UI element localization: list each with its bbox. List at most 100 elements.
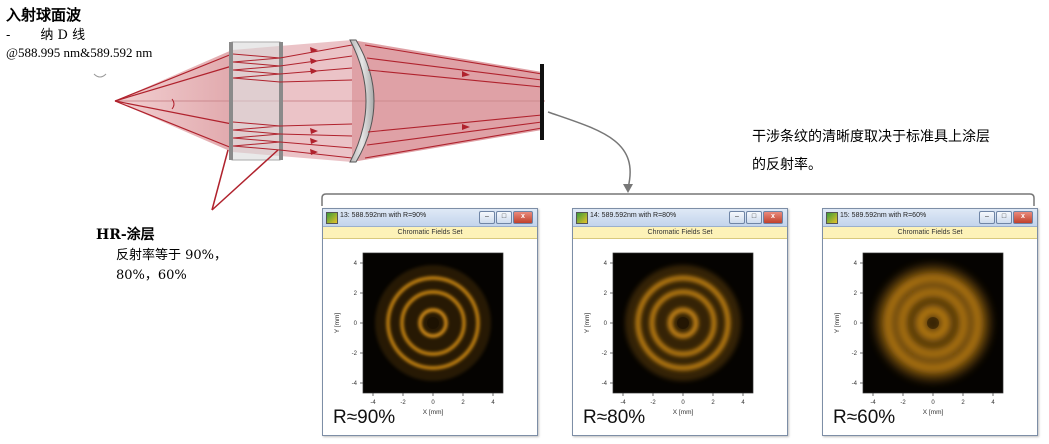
fringe-ring-1 — [668, 308, 698, 338]
fringe-plot: -4 -2 0 2 4 4 2 0 -2 -4 X [mm] Y [mm] — [584, 252, 754, 416]
fringe-rings — [386, 276, 480, 370]
fringe-plot-area: -4 -2 0 2 4 4 2 0 -2 -4 X [mm] Y [mm] — [323, 239, 537, 435]
fringe-rings — [636, 276, 730, 370]
detector-screen — [540, 64, 544, 140]
y-tick-label: -4 — [352, 381, 358, 387]
fringe-note-line-1: 干涉条纹的清晰度取决于标准具上涂层 — [752, 129, 990, 145]
y-tick-label: 0 — [604, 321, 608, 327]
y-tick-label: -4 — [852, 381, 858, 387]
fringe-note-line-2: 的反射率。 — [752, 157, 822, 173]
y-tick-label: 0 — [854, 321, 858, 327]
window-title-bar[interactable]: 15: 589.592nm with R=60% – □ x — [823, 209, 1037, 227]
minimize-button[interactable]: – — [479, 211, 495, 224]
etalon-right-plate — [279, 42, 283, 160]
fringe-ring-3 — [636, 276, 730, 370]
chromatic-fields-set-label: Chromatic Fields Set — [823, 227, 1037, 239]
y-tick-label: 4 — [604, 261, 608, 267]
chromatic-fields-set-label: Chromatic Fields Set — [573, 227, 787, 239]
connector-arrow — [547, 111, 631, 189]
fringe-center — [427, 317, 439, 329]
y-axis-label: Y [mm] — [584, 313, 591, 334]
result-window-60[interactable]: 15: 589.592nm with R=60% – □ x Chromatic… — [822, 208, 1038, 436]
fringe-ring-1 — [917, 307, 949, 339]
minimize-button[interactable]: – — [729, 211, 745, 224]
maximize-button[interactable]: □ — [496, 211, 512, 224]
fringe-plot: -4 -2 0 2 4 4 2 0 -2 -4 X [mm] Y [mm] — [334, 252, 504, 416]
fringe-center — [927, 317, 939, 329]
sodium-line-text: 纳 D 线 — [40, 28, 86, 43]
window-title: 14: 589.592nm with R=80% — [590, 212, 677, 219]
maximize-button[interactable]: □ — [996, 211, 1012, 224]
x-tick-label: 2 — [461, 400, 465, 406]
y-tick-label: 0 — [354, 321, 358, 327]
line-dash: - — [6, 28, 11, 43]
sodium-line-label: -纳 D 线 — [6, 24, 85, 43]
x-tick-label: 4 — [741, 400, 745, 406]
ray-arrows — [310, 47, 470, 155]
y-tick-label: 4 — [854, 261, 858, 267]
x-tick-label: 0 — [431, 400, 435, 406]
chromatic-fields-set-label: Chromatic Fields Set — [323, 227, 537, 239]
x-tick-label: -2 — [900, 400, 906, 406]
y-tick-label: -2 — [602, 351, 608, 357]
close-button[interactable]: x — [513, 211, 533, 224]
fringe-ring-2 — [650, 290, 716, 356]
hr-coating-title: HR-涂层 — [96, 227, 155, 243]
x-tick-label: -2 — [650, 400, 656, 406]
fringe-ring-3 — [386, 276, 480, 370]
x-tick-label: 2 — [961, 400, 965, 406]
y-tick-label: 2 — [354, 291, 358, 297]
fringe-ring-2 — [899, 289, 967, 357]
y-tick-label: 4 — [354, 261, 358, 267]
minimize-button[interactable]: – — [979, 211, 995, 224]
app-icon — [576, 212, 588, 224]
angle-mark — [93, 73, 107, 78]
cone-angle-mark — [171, 98, 175, 110]
fringe-plot: -4 -2 0 2 4 4 2 0 -2 -4 X [mm] Y [mm] — [834, 252, 1004, 416]
maximize-button[interactable]: □ — [746, 211, 762, 224]
x-tick-label: -4 — [620, 400, 626, 406]
etalon-left-plate — [229, 42, 233, 160]
app-icon — [826, 212, 838, 224]
windows-bracket — [321, 193, 1035, 206]
window-title: 15: 589.592nm with R=60% — [840, 212, 927, 219]
fringe-plot-area: -4 -2 0 2 4 4 2 0 -2 -4 X [mm] Y [mm] — [823, 239, 1037, 435]
incident-rays — [114, 53, 233, 149]
x-axis-label: X [mm] — [923, 409, 944, 416]
fringe-plot-area: -4 -2 0 2 4 4 2 0 -2 -4 X [mm] Y [mm] — [573, 239, 787, 435]
app-icon — [326, 212, 338, 224]
coating-pointer-lines — [211, 149, 279, 211]
result-window-90[interactable]: 13: 588.592nm with R=90% – □ x Chromatic… — [322, 208, 538, 436]
window-title-bar[interactable]: 14: 589.592nm with R=80% – □ x — [573, 209, 787, 227]
reflectance-label: R≈90% — [333, 407, 396, 428]
x-tick-label: 0 — [681, 400, 685, 406]
focused-rays — [364, 44, 543, 159]
y-tick-label: 2 — [604, 291, 608, 297]
window-title-bar[interactable]: 13: 588.592nm with R=90% – □ x — [323, 209, 537, 227]
x-tick-label: 0 — [931, 400, 935, 406]
multiple-reflections-top — [232, 53, 281, 83]
y-axis-label: Y [mm] — [834, 313, 841, 334]
fringe-ring-1 — [418, 308, 448, 338]
reflectance-label: R≈80% — [583, 407, 646, 428]
incident-wave-title: 入射球面波 — [6, 6, 82, 24]
y-axis-label: Y [mm] — [334, 313, 341, 334]
reflectance-line-1: 反射率等于 90%， — [116, 248, 228, 263]
y-tick-label: -4 — [602, 381, 608, 387]
reflectance-label: R≈60% — [833, 407, 896, 428]
x-tick-label: -4 — [370, 400, 376, 406]
reflectance-line-2: 80%，60% — [116, 268, 187, 283]
fringe-ring-3 — [885, 275, 981, 371]
x-tick-label: 4 — [491, 400, 495, 406]
result-window-80[interactable]: 14: 589.592nm with R=80% – □ x Chromatic… — [572, 208, 788, 436]
connector-arrow-head — [623, 184, 633, 193]
y-tick-label: -2 — [352, 351, 358, 357]
fringe-ring-2 — [400, 290, 466, 356]
fringe-center — [677, 317, 689, 329]
y-tick-label: 2 — [854, 291, 858, 297]
close-button[interactable]: x — [763, 211, 783, 224]
x-axis-label: X [mm] — [673, 409, 694, 416]
close-button[interactable]: x — [1013, 211, 1033, 224]
x-axis-label: X [mm] — [423, 409, 444, 416]
